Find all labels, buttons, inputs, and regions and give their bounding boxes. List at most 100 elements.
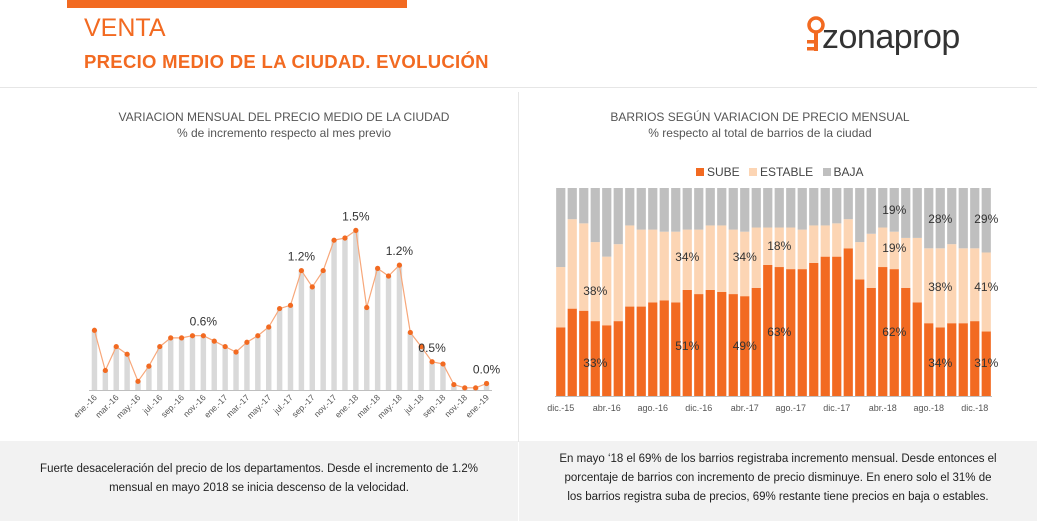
footer-right-line: porcentaje de barrios con incremento de … bbox=[564, 472, 992, 484]
right-bar-estable bbox=[579, 223, 589, 311]
right-bar-estable bbox=[671, 231, 681, 303]
right-data-label: 49% bbox=[733, 339, 757, 353]
right-data-label: 29% bbox=[974, 212, 998, 226]
right-data-label: 34% bbox=[733, 250, 757, 264]
footer-left-panel bbox=[0, 441, 518, 521]
right-bar-sube bbox=[774, 267, 784, 396]
right-data-label: 34% bbox=[928, 356, 952, 370]
right-bar-sube bbox=[602, 325, 612, 396]
right-bar-sube bbox=[878, 267, 888, 396]
right-data-label: 38% bbox=[583, 284, 607, 298]
right-bar-baja bbox=[901, 188, 911, 238]
right-bar-sube bbox=[567, 308, 577, 396]
right-bar-baja bbox=[958, 188, 968, 249]
right-bar-baja bbox=[820, 188, 830, 226]
right-bar-baja bbox=[866, 188, 876, 234]
left-data-label: 1.2% bbox=[386, 244, 414, 258]
footer-right-panel bbox=[519, 441, 1037, 521]
left-bar bbox=[342, 238, 348, 390]
right-tick-label: dic.-16 bbox=[685, 403, 712, 413]
left-bar bbox=[364, 307, 370, 390]
right-bar-baja bbox=[912, 188, 922, 238]
right-data-label: 62% bbox=[882, 325, 906, 339]
right-bar-baja bbox=[613, 188, 623, 245]
right-bar-baja bbox=[556, 188, 566, 268]
right-bar-estable bbox=[717, 225, 727, 292]
left-bar bbox=[407, 332, 414, 390]
right-data-label: 31% bbox=[974, 356, 998, 370]
left-bar bbox=[309, 286, 316, 390]
left-chart-subtitle: % de incremento respecto al mes previo bbox=[176, 126, 392, 140]
left-bar bbox=[331, 240, 337, 390]
left-point bbox=[298, 267, 304, 274]
left-bar bbox=[233, 352, 239, 390]
right-bar-sube bbox=[659, 300, 669, 396]
left-bar bbox=[385, 276, 392, 390]
right-bar-estable bbox=[855, 242, 865, 280]
zonaprop-logo-icon bbox=[807, 16, 825, 51]
right-bar-sube bbox=[855, 279, 865, 396]
left-point bbox=[189, 333, 196, 339]
right-bar-baja bbox=[878, 188, 888, 228]
left-point bbox=[124, 351, 130, 357]
footer-left-line: mensual en mayo 2018 se inicia descenso … bbox=[109, 482, 409, 494]
left-data-label: 1.5% bbox=[342, 209, 370, 223]
right-bar-estable bbox=[981, 252, 991, 332]
left-data-label: 1.2% bbox=[288, 250, 316, 264]
right-bar-baja bbox=[786, 188, 796, 228]
header-divider bbox=[0, 87, 1037, 88]
right-bar-sube bbox=[740, 296, 750, 396]
charts-divider bbox=[518, 92, 519, 442]
right-bar-estable bbox=[947, 244, 957, 324]
right-chart-header: BARRIOS SEGÚN VARIACION DE PRECIO MENSUA… bbox=[540, 109, 980, 141]
footer-right-line: los barrios registra suba de precios, 69… bbox=[567, 491, 989, 503]
right-bar-sube bbox=[797, 269, 807, 396]
right-bar-sube bbox=[763, 264, 773, 396]
left-point bbox=[396, 262, 403, 268]
right-bar-sube bbox=[935, 327, 945, 396]
right-bar-baja bbox=[728, 188, 738, 230]
right-bar-baja bbox=[889, 188, 899, 232]
right-bar-sube bbox=[820, 256, 830, 396]
right-bar-estable bbox=[590, 242, 600, 322]
right-bar-estable bbox=[567, 219, 577, 309]
right-data-label: 41% bbox=[974, 280, 998, 294]
left-point bbox=[222, 343, 228, 350]
right-bar-baja bbox=[579, 188, 589, 224]
right-data-label: 19% bbox=[882, 203, 906, 217]
left-point bbox=[287, 302, 294, 308]
right-tick-label: dic.-18 bbox=[961, 403, 988, 413]
right-bar-baja bbox=[924, 188, 934, 249]
right-bar-sube bbox=[958, 323, 968, 396]
right-bar-sube bbox=[912, 302, 922, 396]
left-point bbox=[309, 284, 315, 290]
left-point bbox=[407, 329, 413, 336]
right-tick-label: ago.-18 bbox=[913, 403, 944, 413]
left-bar bbox=[418, 346, 424, 390]
right-bar-estable bbox=[648, 229, 658, 303]
right-bar-sube bbox=[786, 269, 796, 396]
left-bar bbox=[429, 361, 435, 390]
right-bar-sube bbox=[866, 287, 876, 396]
left-point bbox=[320, 267, 326, 274]
right-chart-subtitle: % respecto al total de barrios de la ciu… bbox=[648, 126, 872, 140]
left-bar bbox=[157, 346, 163, 390]
right-bar-baja bbox=[797, 188, 807, 230]
right-bar-baja bbox=[659, 188, 669, 232]
right-bar-sube bbox=[924, 323, 934, 396]
right-bar-sube bbox=[682, 289, 692, 396]
right-bar-sube bbox=[809, 262, 819, 396]
left-bar bbox=[124, 354, 130, 390]
right-bar-baja bbox=[717, 188, 727, 226]
right-bar-sube bbox=[728, 294, 738, 396]
right-bar-estable bbox=[763, 227, 773, 265]
left-bar bbox=[298, 270, 305, 390]
left-chart-title: VARIACION MENSUAL DEL PRECIO MEDIO DE LA… bbox=[118, 110, 450, 124]
left-point bbox=[429, 359, 435, 365]
left-bar bbox=[167, 337, 174, 390]
right-bar-baja bbox=[981, 188, 991, 253]
left-point bbox=[157, 343, 163, 350]
left-bar bbox=[113, 346, 119, 390]
left-point bbox=[331, 237, 337, 243]
left-bar bbox=[287, 305, 294, 390]
